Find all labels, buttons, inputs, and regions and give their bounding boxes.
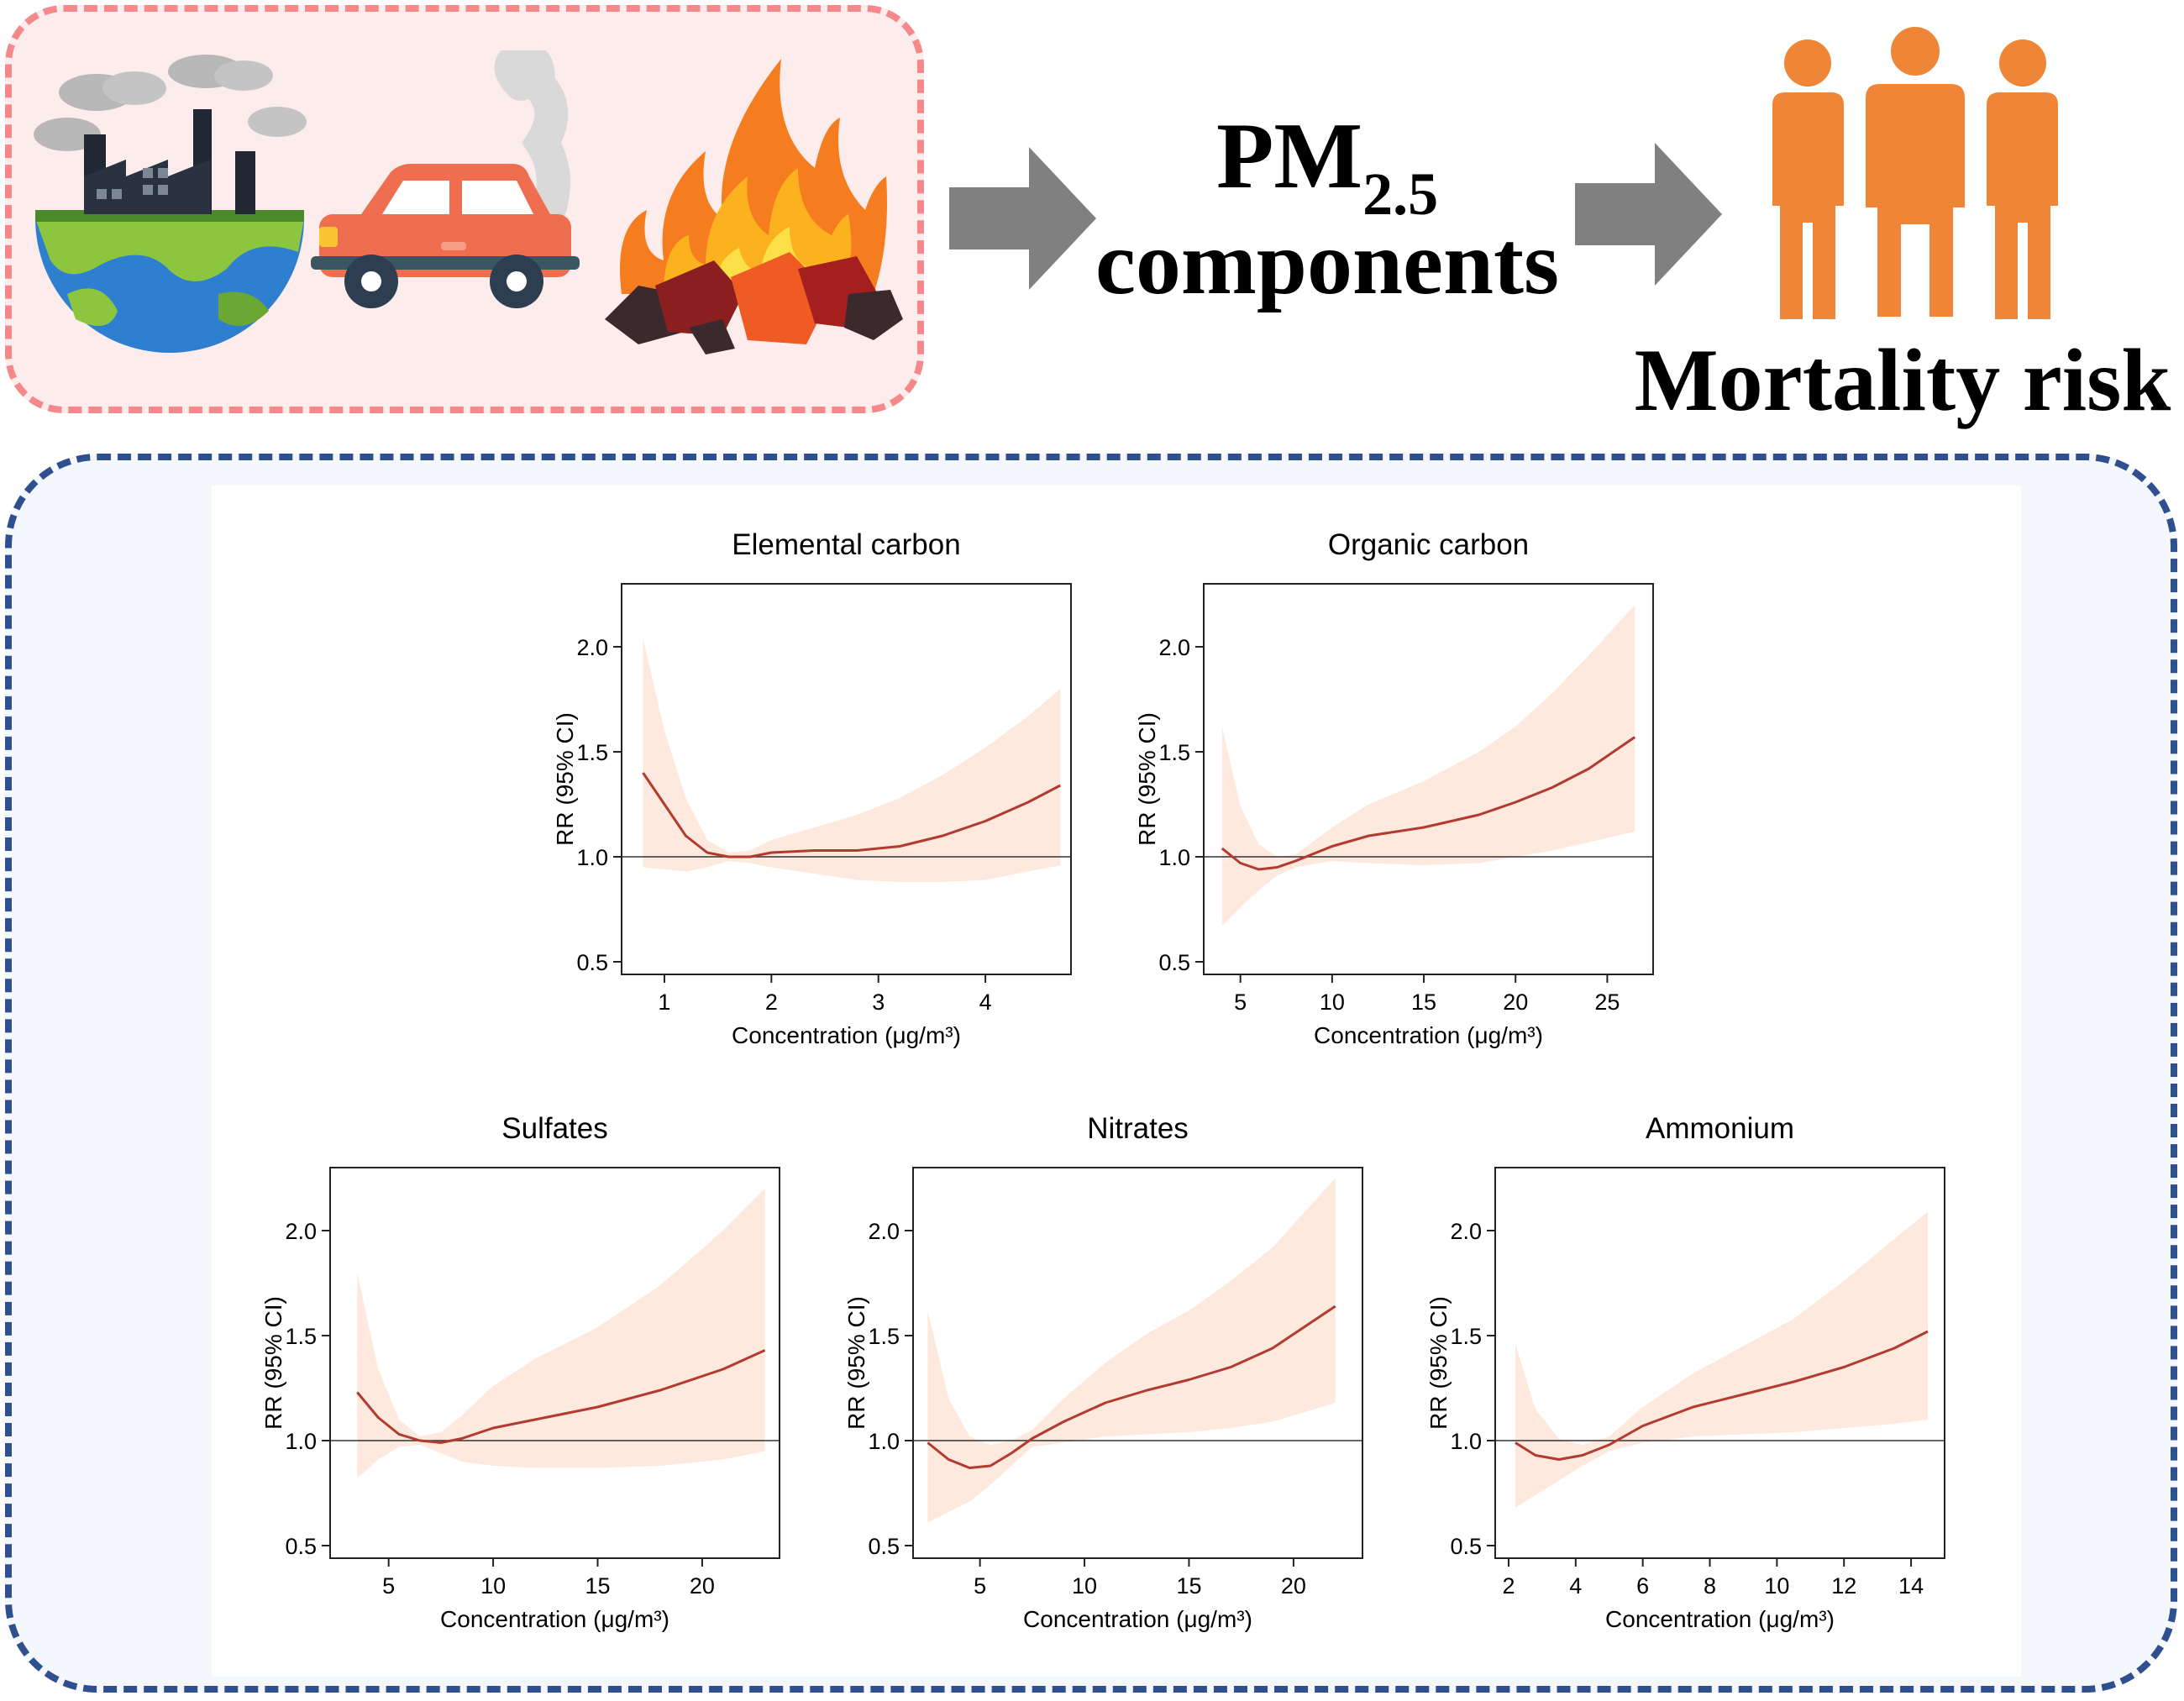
plot-frame xyxy=(1203,583,1654,975)
x-tick-label: 2 xyxy=(1502,1573,1515,1599)
x-tick-label: 20 xyxy=(1503,990,1528,1015)
x-tick-label: 4 xyxy=(1569,1573,1582,1599)
chart-title: Nitrates xyxy=(1087,1112,1189,1145)
pm25-components-label: PM2.5 components xyxy=(1095,104,1560,313)
y-axis-label: RR (95% CI) xyxy=(1134,712,1160,846)
plot-frame xyxy=(1494,1167,1945,1559)
x-tick-label: 1 xyxy=(658,990,670,1015)
ci-band xyxy=(927,1178,1336,1523)
x-tick-label: 2 xyxy=(765,990,778,1015)
x-axis-label: Concentration (μg/m³) xyxy=(1605,1606,1835,1632)
x-tick-label: 20 xyxy=(1281,1573,1306,1599)
chart-title: Elemental carbon xyxy=(732,528,960,561)
rr-curve xyxy=(642,772,1061,858)
y-tick-label: 0.5 xyxy=(285,1534,317,1559)
x-tick-label: 10 xyxy=(1320,990,1345,1015)
y-tick-label: 0.5 xyxy=(1158,950,1190,975)
mortality-risk-label: Mortality risk xyxy=(1634,331,2171,429)
x-tick-label: 12 xyxy=(1831,1573,1856,1599)
y-tick-label: 1.0 xyxy=(868,1429,900,1454)
chart-sulfates: Sulfates 0.5 1.0 1.5 2.0 5 10 15 20 Concentration… xyxy=(260,1112,780,1632)
x-tick-label: 15 xyxy=(1411,990,1436,1015)
chart-nitrates: Nitrates 0.5 1.0 1.5 2.0 5 10 15 20 Concentration… xyxy=(843,1112,1363,1632)
x-tick-label: 5 xyxy=(974,1573,986,1599)
factory-earth-icon xyxy=(34,55,307,353)
rr-curve xyxy=(927,1305,1336,1469)
x-tick-label: 4 xyxy=(979,990,992,1015)
y-axis-label: RR (95% CI) xyxy=(843,1296,869,1430)
x-tick-label: 10 xyxy=(480,1573,506,1599)
y-axis-label: RR (95% CI) xyxy=(1425,1296,1452,1430)
x-tick-label: 3 xyxy=(872,990,885,1015)
x-tick-label: 10 xyxy=(1072,1573,1097,1599)
x-tick-label: 14 xyxy=(1898,1573,1924,1599)
x-axis-label: Concentration (μg/m³) xyxy=(1023,1606,1252,1632)
chart-elemental-carbon: Elemental carbon 0.5 1.0 1.5 2.0 1 2 3 4 Concentr… xyxy=(552,528,1072,1048)
fire-icon xyxy=(605,59,903,354)
x-axis-label: Concentration (μg/m³) xyxy=(440,1606,669,1632)
x-tick-label: 5 xyxy=(1234,990,1247,1015)
y-tick-label: 1.0 xyxy=(285,1429,317,1454)
people-icon xyxy=(1772,22,2058,322)
y-axis-label: RR (95% CI) xyxy=(260,1296,286,1430)
chart-title: Organic carbon xyxy=(1328,528,1529,561)
arrow-right-icon xyxy=(1575,143,1722,286)
y-tick-label: 1.0 xyxy=(576,845,608,870)
chart-title: Ammonium xyxy=(1646,1112,1794,1145)
y-axis-label: RR (95% CI) xyxy=(552,712,578,846)
y-tick-label: 0.5 xyxy=(1450,1534,1482,1559)
x-axis-label: Concentration (μg/m³) xyxy=(1314,1022,1543,1048)
x-tick-label: 20 xyxy=(690,1573,715,1599)
y-tick-label: 1.5 xyxy=(285,1324,317,1349)
plot-frame xyxy=(912,1167,1363,1559)
car-exhaust-icon xyxy=(311,50,580,308)
y-tick-label: 1.0 xyxy=(1158,845,1190,870)
ci-band xyxy=(643,638,1061,882)
y-tick-label: 1.5 xyxy=(868,1324,900,1349)
y-tick-label: 1.5 xyxy=(1450,1324,1482,1349)
y-tick-label: 2.0 xyxy=(285,1219,317,1244)
y-tick-label: 0.5 xyxy=(576,950,608,975)
plot-frame xyxy=(621,583,1072,975)
ci-band xyxy=(1221,605,1635,927)
rr-curve xyxy=(1515,1330,1929,1461)
y-tick-label: 2.0 xyxy=(868,1219,900,1244)
plot-frame xyxy=(329,1167,780,1559)
rr-curve xyxy=(1221,736,1636,871)
y-tick-label: 2.0 xyxy=(576,635,608,660)
rr-curve xyxy=(356,1349,766,1444)
x-tick-label: 6 xyxy=(1636,1573,1649,1599)
plots-background xyxy=(212,486,2021,1677)
y-tick-label: 0.5 xyxy=(868,1534,900,1559)
ci-band xyxy=(1515,1211,1928,1508)
x-tick-label: 8 xyxy=(1704,1573,1716,1599)
y-tick-label: 2.0 xyxy=(1450,1219,1482,1244)
chart-title: Sulfates xyxy=(501,1112,607,1145)
x-tick-label: 5 xyxy=(382,1573,395,1599)
arrow-right-icon xyxy=(949,147,1096,290)
chart-ammonium: Ammonium 0.5 1.0 1.5 2.0 2 4 6 8 10 12 14 Concentrat… xyxy=(1425,1112,1945,1632)
x-tick-label: 10 xyxy=(1764,1573,1789,1599)
x-tick-label: 15 xyxy=(1176,1573,1201,1599)
chart-organic-carbon: Organic carbon 0.5 1.0 1.5 2.0 5 10 15 20 25 Conce… xyxy=(1134,528,1654,1048)
x-tick-label: 15 xyxy=(585,1573,610,1599)
x-axis-label: Concentration (μg/m³) xyxy=(732,1022,961,1048)
x-tick-label: 25 xyxy=(1594,990,1620,1015)
y-tick-label: 1.5 xyxy=(576,740,608,765)
y-tick-label: 1.0 xyxy=(1450,1429,1482,1454)
ci-band xyxy=(357,1189,765,1478)
y-tick-label: 1.5 xyxy=(1158,740,1190,765)
y-tick-label: 2.0 xyxy=(1158,635,1190,660)
